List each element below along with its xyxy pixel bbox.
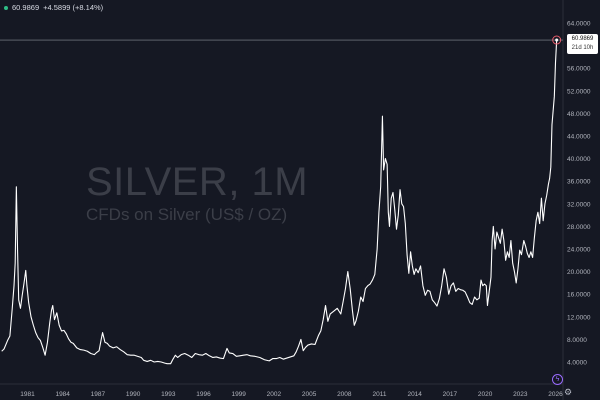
y-tick-label: 52.0000 xyxy=(567,88,591,95)
y-tick-label: 32.0000 xyxy=(567,201,591,208)
y-tick-label: 64.0000 xyxy=(567,21,591,28)
symbol-watermark-title: SILVER, 1M xyxy=(86,160,309,204)
header-change: +4.5899 (+8.14%) xyxy=(43,3,104,12)
symbol-watermark-subtitle: CFDs on Silver (US$ / OZ) xyxy=(86,205,288,224)
y-tick-label: 36.0000 xyxy=(567,179,591,186)
x-tick-label: 1981 xyxy=(20,391,35,398)
x-tick-label: 2008 xyxy=(337,391,352,398)
x-tick-label: 2020 xyxy=(478,391,493,398)
price-series-line xyxy=(1,39,558,365)
status-dot xyxy=(4,5,8,10)
price-header: 60.9869 +4.5899 (+8.14%) xyxy=(4,3,103,12)
y-tick-label: 28.0000 xyxy=(567,224,591,231)
x-tick-label: 2011 xyxy=(373,391,387,398)
x-tick-label: 1984 xyxy=(55,391,70,398)
y-tick-label: 4.0000 xyxy=(567,360,587,367)
y-tick-label: 56.0000 xyxy=(567,66,591,73)
bar-countdown-label: 21d 10h xyxy=(571,45,594,51)
x-tick-label: 1996 xyxy=(196,391,211,398)
last-point-dot xyxy=(555,38,559,42)
y-tick-label: 8.0000 xyxy=(567,337,587,344)
x-tick-label: 1999 xyxy=(231,391,246,398)
y-tick-label: 16.0000 xyxy=(567,292,591,299)
y-tick-label: 20.0000 xyxy=(567,269,591,276)
x-tick-label: 2005 xyxy=(302,391,317,398)
x-tick-label: 1987 xyxy=(91,391,106,398)
y-tick-label: 24.0000 xyxy=(567,247,591,254)
x-tick-label: 2023 xyxy=(513,391,528,398)
y-tick-label: 40.0000 xyxy=(567,156,591,163)
y-tick-label: 12.0000 xyxy=(567,314,591,321)
x-tick-label: 2017 xyxy=(443,391,458,398)
header-price: 60.9869 xyxy=(12,3,40,12)
last-price-label: 60.9869 xyxy=(571,36,594,42)
x-tick-label: 2014 xyxy=(407,391,422,398)
y-tick-label: 44.0000 xyxy=(567,134,591,141)
x-tick-label: 2026 xyxy=(548,391,563,398)
last-price-tag: 60.9869 21d 10h xyxy=(567,34,598,54)
gear-icon[interactable]: ⚙ xyxy=(563,387,573,397)
x-tick-label: 1990 xyxy=(126,391,141,398)
x-tick-label: 2002 xyxy=(267,391,282,398)
x-tick-label: 1993 xyxy=(161,391,176,398)
last-point-marker xyxy=(552,35,562,45)
lightning-icon[interactable]: ϟ xyxy=(552,374,563,385)
y-tick-label: 48.0000 xyxy=(567,111,591,118)
